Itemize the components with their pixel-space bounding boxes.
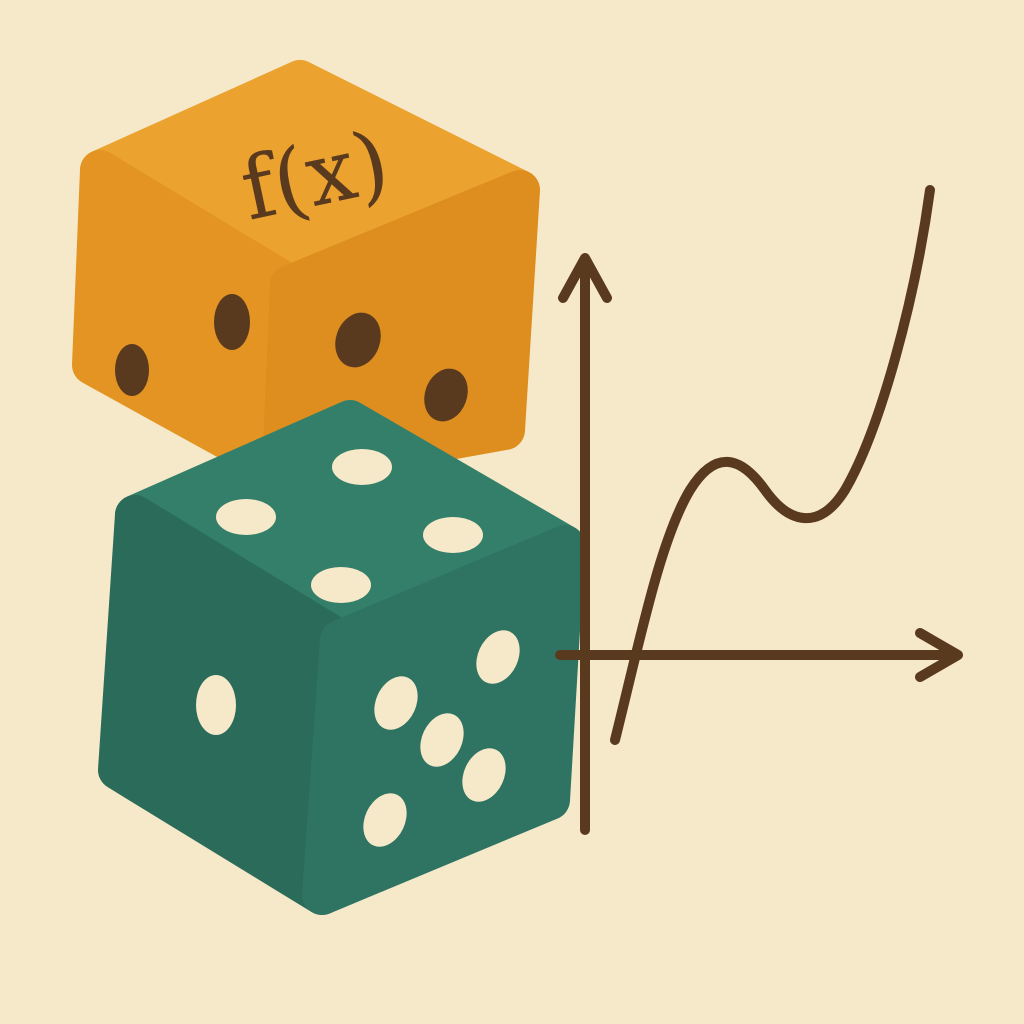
pip: [424, 368, 468, 422]
pip: [420, 713, 464, 767]
pip: [115, 344, 149, 396]
pip: [335, 312, 381, 368]
pip: [214, 294, 250, 350]
pip: [216, 499, 276, 535]
pip: [462, 748, 506, 802]
x-arrow: [915, 628, 963, 682]
y-arrow: [558, 253, 612, 303]
graph: [555, 185, 963, 835]
curve: [610, 185, 935, 745]
green-die: [98, 400, 585, 915]
pip: [196, 675, 236, 735]
pip: [374, 676, 418, 730]
pip: [311, 567, 371, 603]
pip: [332, 449, 392, 485]
pip: [363, 793, 407, 847]
pip: [476, 630, 520, 684]
pip: [423, 517, 483, 553]
orange-die: f(x): [72, 60, 540, 490]
